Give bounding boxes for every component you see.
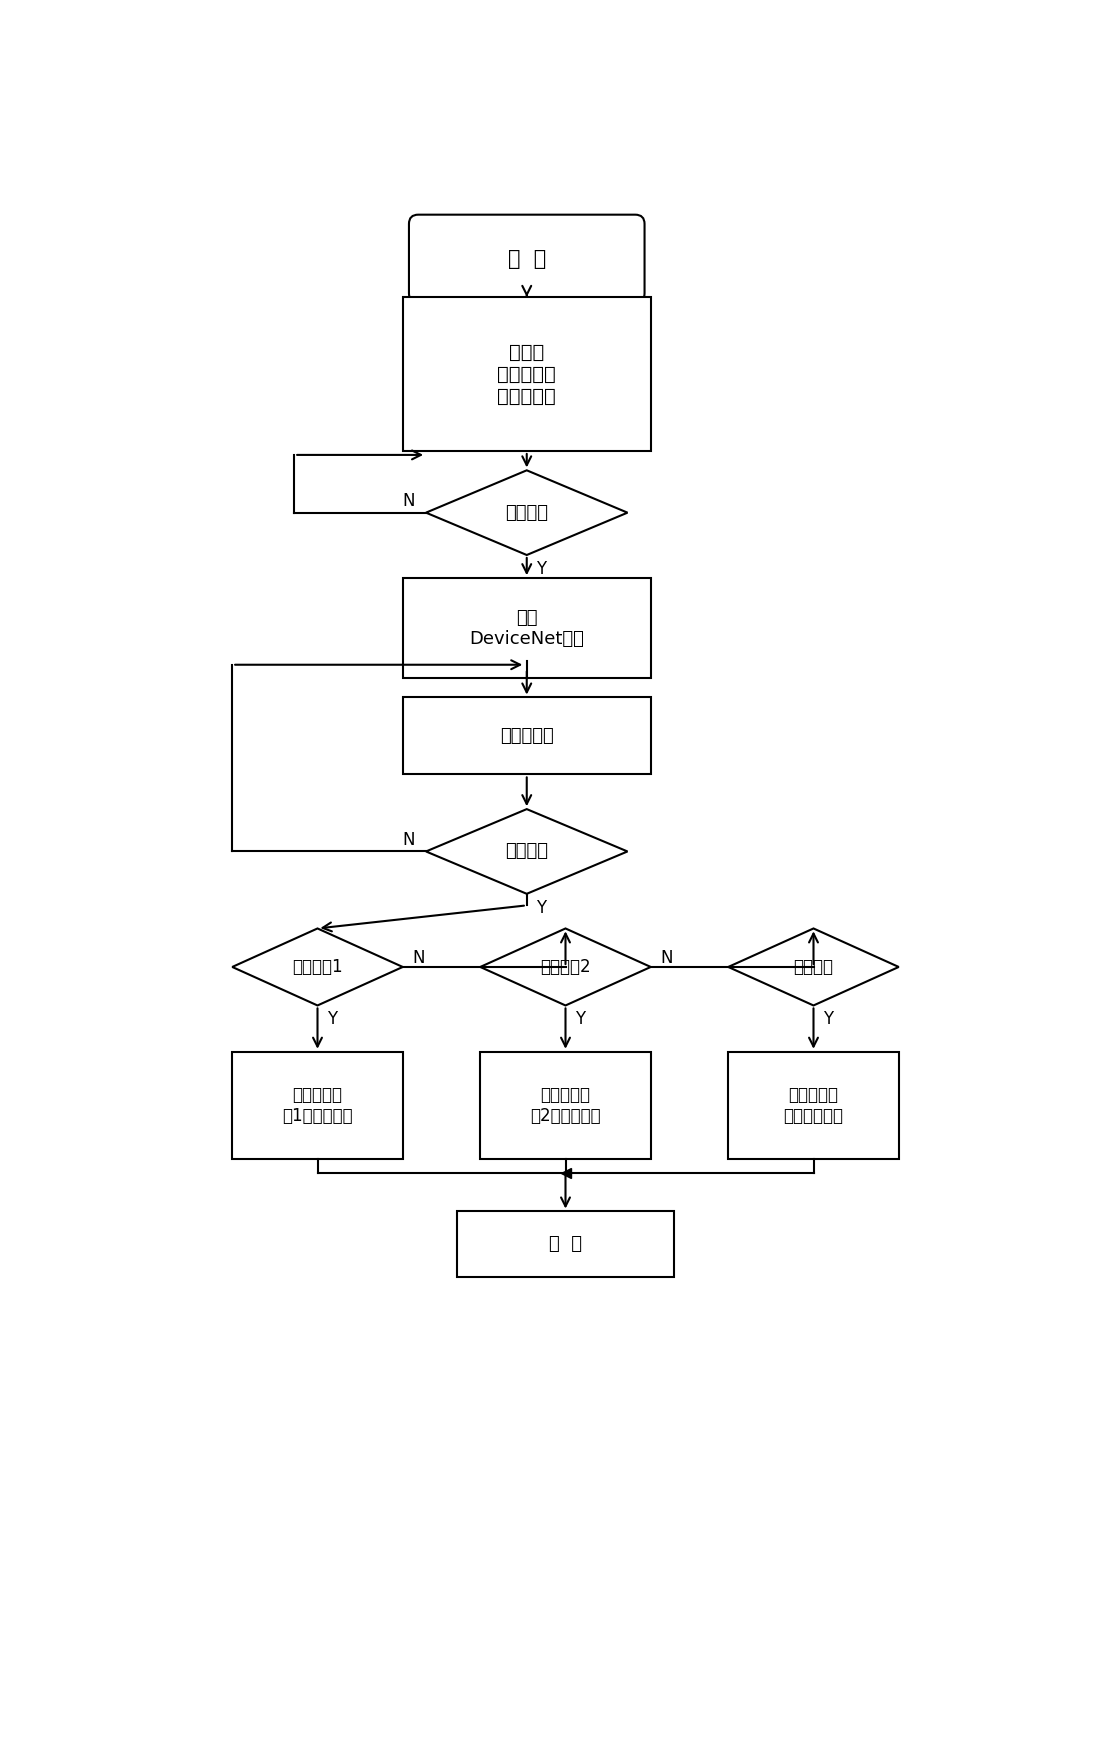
Text: N: N bbox=[402, 830, 414, 849]
Bar bbox=[729, 1052, 899, 1160]
Text: 外部中断1: 外部中断1 bbox=[292, 957, 343, 977]
Polygon shape bbox=[480, 928, 651, 1006]
Polygon shape bbox=[426, 809, 627, 895]
Text: N: N bbox=[402, 492, 414, 509]
Bar bbox=[403, 698, 651, 774]
Polygon shape bbox=[426, 471, 627, 555]
Text: 读节点状态: 读节点状态 bbox=[500, 727, 554, 745]
Text: Y: Y bbox=[575, 1010, 585, 1029]
Bar bbox=[232, 1052, 403, 1160]
Bar bbox=[480, 1052, 651, 1160]
Text: 等待中断: 等待中断 bbox=[506, 504, 548, 521]
Polygon shape bbox=[729, 928, 899, 1006]
Text: 调用外部中
断2处理子程序: 调用外部中 断2处理子程序 bbox=[530, 1087, 600, 1125]
Text: Y: Y bbox=[536, 560, 546, 577]
Bar bbox=[403, 577, 651, 678]
Text: Y: Y bbox=[536, 898, 546, 917]
Text: 配置
DeviceNet网络: 配置 DeviceNet网络 bbox=[469, 609, 584, 647]
Text: 定时中断: 定时中断 bbox=[793, 957, 833, 977]
Text: 开  始: 开 始 bbox=[508, 249, 546, 269]
Polygon shape bbox=[232, 928, 403, 1006]
Text: 返  回: 返 回 bbox=[549, 1235, 582, 1254]
Text: Y: Y bbox=[326, 1010, 336, 1029]
FancyBboxPatch shape bbox=[409, 215, 645, 302]
Text: 调用外部中
断1处理子程序: 调用外部中 断1处理子程序 bbox=[282, 1087, 353, 1125]
Text: 等待中断: 等待中断 bbox=[506, 842, 548, 860]
Text: N: N bbox=[412, 949, 424, 966]
Bar bbox=[457, 1212, 674, 1277]
Text: Y: Y bbox=[823, 1010, 833, 1029]
Text: 外部中断2: 外部中断2 bbox=[540, 957, 590, 977]
Bar bbox=[403, 296, 651, 452]
Text: 读取运
行参数并对
装置初始化: 读取运 行参数并对 装置初始化 bbox=[497, 342, 556, 406]
Text: 调用定时中
断处理子程序: 调用定时中 断处理子程序 bbox=[783, 1087, 843, 1125]
Text: N: N bbox=[661, 949, 673, 966]
